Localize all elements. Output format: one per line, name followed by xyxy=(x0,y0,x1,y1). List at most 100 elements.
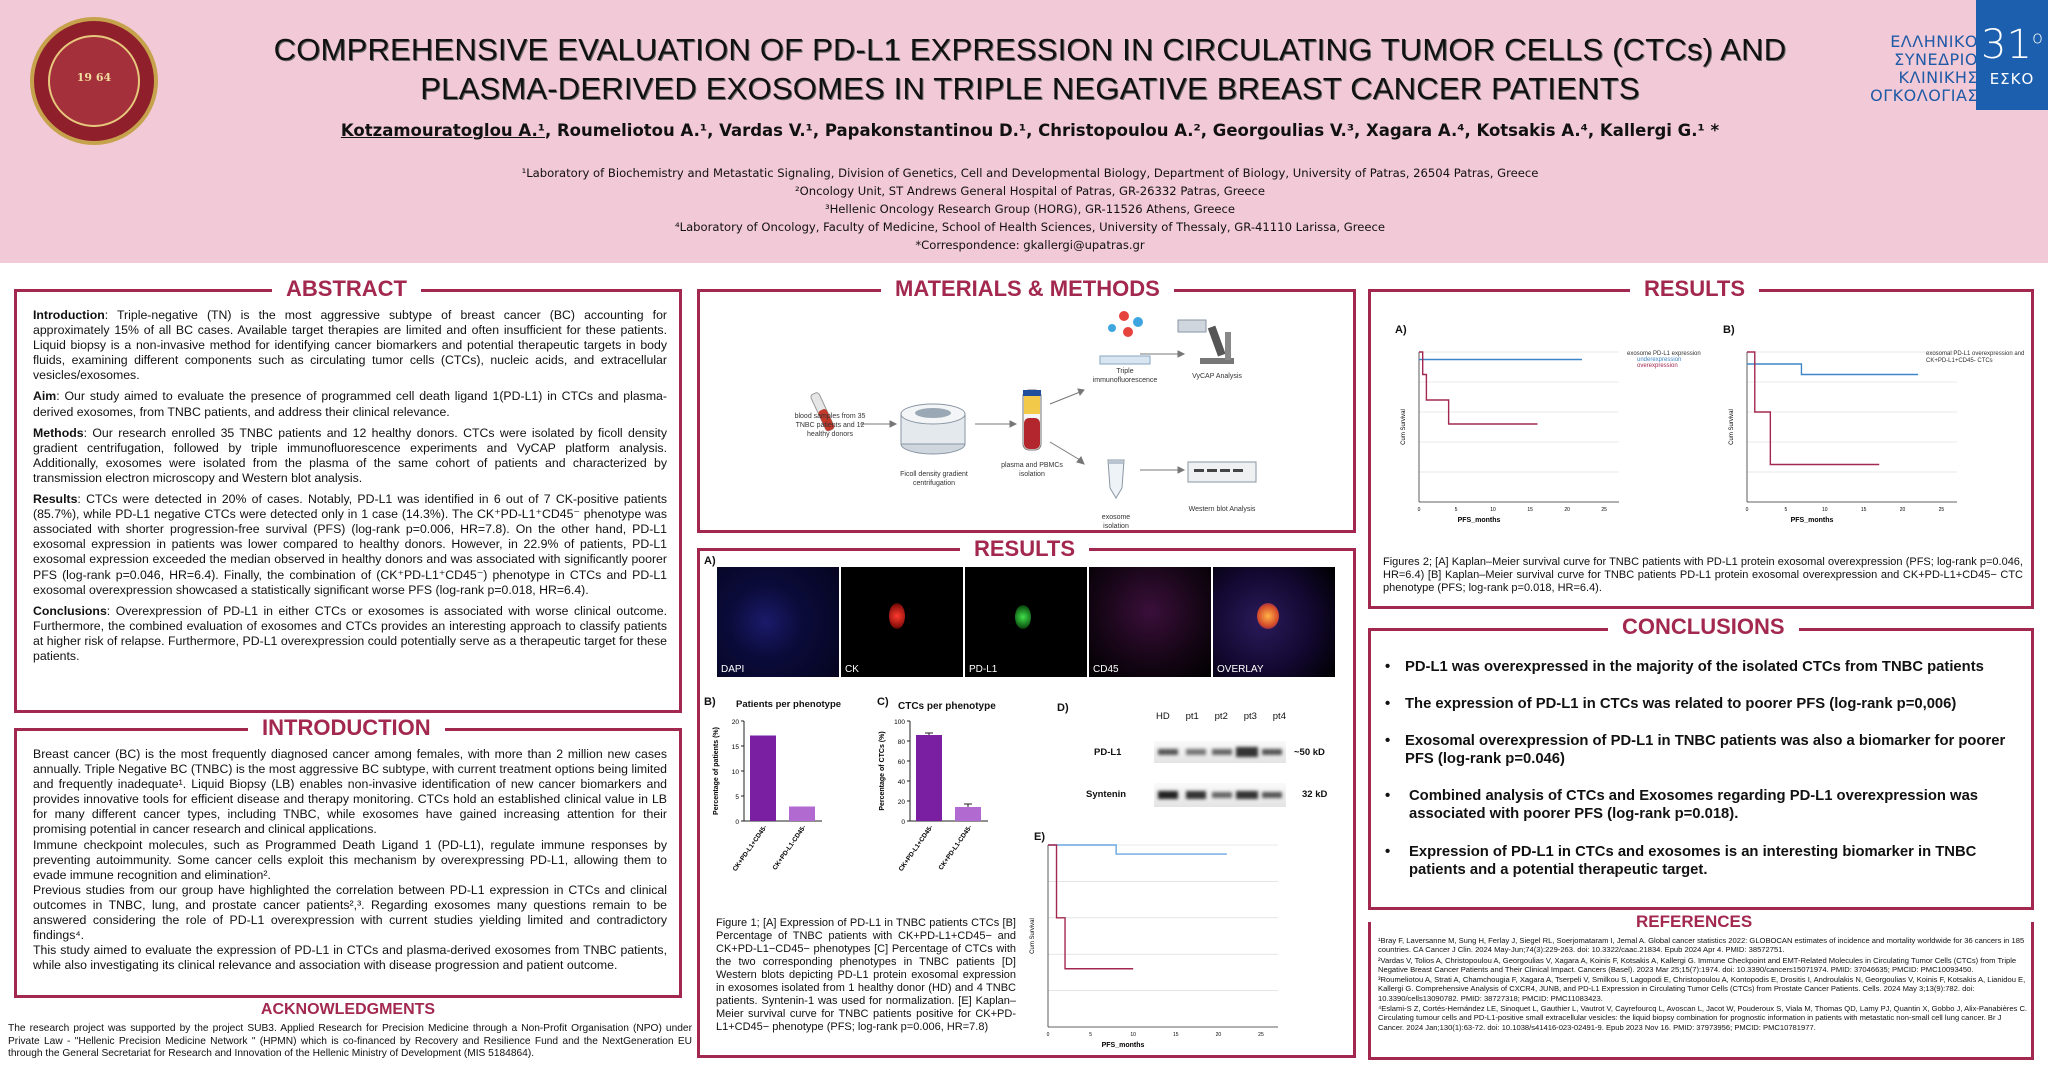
western-blot-figure: HD pt1 pt2 pt3 pt4 PD-L1 Syntenin ~50 kD… xyxy=(1080,711,1340,811)
category-label: CK+PD-L1-CD45- xyxy=(938,824,974,871)
methods-panel: blood samples from 35 TNBC patients and … xyxy=(697,289,1356,533)
first-author: Kotzamouratoglou A.¹ xyxy=(340,121,545,140)
immunofluorescence-icon xyxy=(1099,311,1151,365)
if-image-dapi: DAPI xyxy=(717,567,839,677)
step-ficoll-label: Ficoll density gradient centrifugation xyxy=(900,471,968,487)
y-axis-label: Percentage of patients (%) xyxy=(713,727,720,815)
if-image-ck: CK xyxy=(841,567,963,677)
references-heading: REFERENCES xyxy=(1622,912,1767,932)
centrifuge-icon xyxy=(900,403,966,455)
km-curve-figure1e: 0 5 10 15 20 25 PFS_months Cum Survival xyxy=(1030,844,1278,1049)
km-curve-figure2a: 0 5 10 15 20 25 PFS_months Cum Survival xyxy=(1401,351,1619,524)
results-middle-heading: RESULTS xyxy=(960,536,1090,562)
ctcs-per-phenotype-chart: 0 20 40 60 80 100 Percentage of CTCs (%) CK+PD-… xyxy=(879,719,988,873)
bar xyxy=(916,735,942,821)
conclusions-heading: CONCLUSIONS xyxy=(1608,614,1799,640)
x-tick-label: 10 xyxy=(1130,1032,1136,1038)
x-tick-label: 20 xyxy=(1216,1032,1222,1038)
km-series-line xyxy=(1048,844,1227,855)
chart-b-title: Patients per phenotype xyxy=(736,699,842,710)
x-axis-label: PFS_months xyxy=(1791,517,1834,524)
x-tick-label: 5 xyxy=(1089,1032,1092,1038)
y-tick-label: 20 xyxy=(898,799,906,806)
y-tick-label: 0 xyxy=(735,819,739,826)
exosome-tube-icon xyxy=(1107,459,1125,499)
abstract-results: Results: CTCs were detected in 20% of ca… xyxy=(33,492,667,597)
introduction-heading: INTRODUCTION xyxy=(248,715,445,741)
wb-lane-labels: HD pt1 pt2 pt3 pt4 xyxy=(1156,711,1286,722)
km-series-line xyxy=(1048,844,1134,970)
fig2-panel-a-label: A) xyxy=(1395,324,1407,336)
affiliations: ¹Laboratory of Biochemistry and Metastat… xyxy=(180,164,1880,254)
x-tick-label: 15 xyxy=(1527,507,1533,513)
x-tick-label: 20 xyxy=(1564,507,1570,513)
conclusions-panel: • PD-L1 was overexpressed in the majority… xyxy=(1368,628,2034,910)
y-tick-label: 100 xyxy=(894,719,905,726)
plasma-tube-icon xyxy=(1022,389,1042,451)
acknowledgments-text: The research project was supported by th… xyxy=(8,1023,692,1060)
x-tick-label: 25 xyxy=(1939,507,1945,513)
x-tick-label: 0 xyxy=(1746,507,1749,513)
if-image-cd45: CD45 xyxy=(1089,567,1211,677)
intro-paragraph-2: Immune checkpoint molecules, such as Pro… xyxy=(33,837,667,882)
x-axis-label: PFS_months xyxy=(1102,1042,1145,1049)
km-series-line xyxy=(1747,351,1880,466)
fig2b-legend: exosomal PD-L1 overexpression and CK+PD-… xyxy=(1926,351,2025,364)
fig2a-legend: exosome PD-L1 expression underexpression… xyxy=(1627,351,1701,369)
abstract-conclusions: Conclusions: Overexpression of PD-L1 in … xyxy=(33,603,667,663)
microscope-icon xyxy=(1177,319,1234,364)
x-tick-label: 15 xyxy=(1861,507,1867,513)
y-axis-label: Cum Survival xyxy=(1401,409,1407,445)
chart-c-title: CTCs per phenotype xyxy=(898,701,996,712)
bar xyxy=(750,735,776,821)
x-tick-label: 20 xyxy=(1900,507,1906,513)
y-tick-label: 60 xyxy=(898,759,906,766)
y-tick-label: 20 xyxy=(732,719,740,726)
figure1-caption: Figure 1; [A] Expression of PD-L1 in TNB… xyxy=(716,917,1016,1033)
y-tick-label: 5 xyxy=(735,794,739,801)
correspondence: *Correspondence: gkallergi@upatras.gr xyxy=(915,238,1145,252)
reference-item: ³Roumeliotou A, Strati A, Chamchougia F,… xyxy=(1378,975,2026,1003)
step-vycap-label: VyCAP Analysis xyxy=(1192,373,1242,380)
results-right-heading: RESULTS xyxy=(1630,276,1760,302)
esko-logo-badge: 31ο ΕΣΚΟ xyxy=(1976,0,2048,110)
abstract-aim: Aim: Our study aimed to evaluate the pre… xyxy=(33,389,667,419)
introduction-panel: Breast cancer (BC) is the most frequentl… xyxy=(14,728,682,998)
x-tick-label: 0 xyxy=(1047,1032,1050,1038)
y-axis-label: Cum Survival xyxy=(1030,918,1036,954)
step-wb-label: Western blot Analysis xyxy=(1188,506,1256,513)
university-of-patras-logo: 19 64 xyxy=(30,17,158,145)
if-image-pdl1: PD-L1 xyxy=(965,567,1087,677)
y-tick-label: 10 xyxy=(732,769,740,776)
reference-item: ¹Bray F, Laversanne M, Sung H, Ferlay J,… xyxy=(1378,936,2025,955)
esko-logo-text: ΕΛΛΗΝΙΚΟ ΣΥΝΕΔΡΙΟ ΚΛΙΝΙΚΗΣ ΟΓΚΟΛΟΓΙΑΣ xyxy=(1870,32,1978,105)
x-tick-label: 25 xyxy=(1258,1032,1264,1038)
y-axis-label: Percentage of CTCs (%) xyxy=(879,731,886,810)
bar xyxy=(955,807,981,821)
wb-band-pdl1 xyxy=(1154,741,1286,763)
methods-heading: MATERIALS & METHODS xyxy=(881,276,1174,302)
category-label: CK+PD-L1-CD45- xyxy=(772,824,808,871)
x-tick-label: 10 xyxy=(1822,507,1828,513)
reference-item: ⁴Eslami-S Z, Cortés-Hernández LE, Sinoqu… xyxy=(1378,1004,2028,1032)
references-panel: ¹Bray F, Laversanne M, Sung H, Ferlay J,… xyxy=(1368,922,2034,1060)
x-tick-label: 5 xyxy=(1784,507,1787,513)
intro-paragraph-1: Breast cancer (BC) is the most frequentl… xyxy=(33,747,667,837)
panel-c-label: C) xyxy=(877,696,889,708)
authors-line: Kotzamouratoglou A.¹, Roumeliotou A.¹, V… xyxy=(340,121,1720,140)
km-series-line xyxy=(1747,363,1919,376)
results-figure1-panel: A) DAPI CK PD-L1 CD45 OVERLAY B) Patient… xyxy=(697,548,1356,1058)
acknowledgments-heading: ACKNOWLEDGMENTS xyxy=(260,1001,436,1018)
bar xyxy=(789,806,815,821)
y-tick-label: 15 xyxy=(732,744,740,751)
panel-b-label: B) xyxy=(704,696,716,708)
x-axis-label: PFS_months xyxy=(1458,517,1501,524)
patients-per-phenotype-chart: 0 5 10 15 20 Percentage of patients (%) CK+PD-… xyxy=(713,719,822,873)
x-tick-label: 25 xyxy=(1601,507,1607,513)
poster-title: COMPREHENSIVE EVALUATION OF PD-L1 EXPRES… xyxy=(273,32,1787,106)
poster-header: 19 64 COMPREHENSIVE EVALUATION OF PD-L1 … xyxy=(0,0,2048,263)
intro-paragraph-3: Previous studies from our group have hig… xyxy=(33,882,667,943)
km-series-line xyxy=(1419,351,1538,425)
figure2-caption: Figures 2; [A] Kaplan–Meier survival cur… xyxy=(1383,556,2023,594)
category-label: CK+PD-L1+CD45- xyxy=(898,824,935,873)
